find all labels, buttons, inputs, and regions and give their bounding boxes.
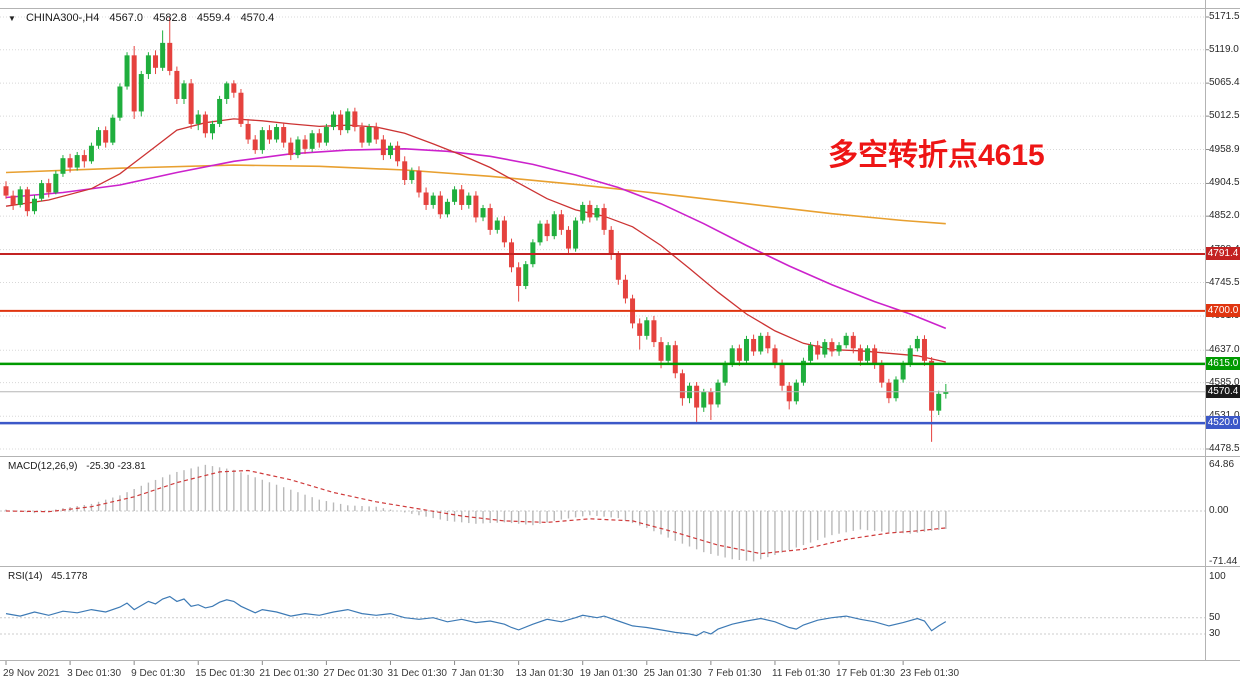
ohlc-open: 4567.0 [109, 12, 144, 24]
rsi-axis-label: 30 [1209, 628, 1221, 639]
time-axis-label: 21 Dec 01:30 [259, 668, 319, 679]
price-axis-label: 4531.0 [1209, 410, 1240, 421]
symbol-name: CHINA300-,H4 [25, 12, 100, 24]
price-axis-label: 4904.5 [1209, 177, 1240, 189]
ma-fast-line [5, 118, 946, 363]
macd-axis-label: 64.86 [1209, 458, 1235, 470]
ohlc-close: 4570.4 [240, 12, 275, 24]
time-axis-label: 9 Dec 01:30 [131, 668, 186, 679]
ma-fast-line-group [5, 118, 946, 363]
time-axis-label: 7 Jan 01:30 [451, 668, 504, 679]
price-level-badge: 4700.0 [1206, 303, 1240, 317]
symbol-dropdown-icon[interactable]: ▼ [8, 14, 16, 23]
price-axis-label: 4745.5 [1209, 276, 1240, 288]
price-axis-label: 4637.0 [1209, 344, 1240, 356]
price-level-badge: 4570.4 [1206, 384, 1240, 398]
macd-axis-label: 0.00 [1209, 505, 1229, 516]
price-axis-label: 5171.5 [1209, 11, 1240, 22]
ohlc-low: 4559.4 [196, 12, 231, 24]
time-axis-label: 3 Dec 01:30 [67, 668, 122, 679]
time-axis-label: 31 Dec 01:30 [387, 668, 447, 679]
price-axis-label: 4585.0 [1209, 376, 1240, 388]
macd-signal-line [5, 469, 946, 555]
rsi-header: RSI(14) 45.1778 [8, 571, 93, 582]
rsi-line [5, 595, 947, 637]
time-axis-label: 15 Dec 01:30 [195, 668, 255, 679]
price-axis-label: 4478.5 [1209, 443, 1240, 454]
macd-label: MACD(12,26,9) [8, 461, 78, 472]
time-axis-label: 13 Jan 01:30 [515, 668, 574, 679]
time-axis-label: 25 Jan 01:30 [643, 668, 702, 679]
price-gridlines [0, 16, 1205, 450]
price-axis-label: 4852.0 [1209, 210, 1240, 222]
macd-values: -25.30 -23.81 [86, 461, 146, 472]
price-level-badge: 4615.0 [1206, 356, 1240, 370]
ohlc-high: 4582.8 [153, 12, 187, 24]
macd-header: MACD(12,26,9) -25.30 -23.81 [8, 461, 152, 472]
axis-ticks [5, 16, 1209, 665]
panel-separator-rsi[interactable] [0, 566, 1240, 567]
horizontal-level-lines [0, 252, 1205, 425]
time-axis-label: 19 Jan 01:30 [579, 668, 638, 679]
time-axis-label: 23 Feb 01:30 [900, 668, 960, 679]
price-level-badge: 4520.0 [1206, 416, 1240, 430]
rsi-axis-label: 50 [1209, 611, 1221, 623]
price-axis-separator [1205, 0, 1206, 660]
rsi-value: 45.1778 [51, 571, 88, 582]
annotation-text: 多空转折点4615 [828, 139, 1045, 172]
symbol-info: ▼ CHINA300-,H4 4567.0 4582.8 4559.4 4570… [8, 12, 281, 24]
macd-panel [0, 464, 1205, 562]
price-axis-label: 5012.5 [1209, 110, 1240, 122]
candlestick-series [3, 17, 949, 442]
time-axis-label: 29 Nov 2021 [3, 668, 60, 679]
rsi-axis-label: 100 [1209, 571, 1226, 582]
panel-separator-timeaxis [0, 660, 1240, 661]
panel-separator-macd[interactable] [0, 456, 1240, 457]
price-axis-label: 5065.4 [1209, 77, 1240, 89]
price-level-badge: 4791.4 [1206, 246, 1240, 260]
time-axis-label: 27 Dec 01:30 [323, 668, 383, 679]
macd-axis-label: -71.44 [1209, 555, 1238, 567]
rsi-panel [0, 595, 1205, 637]
ma-mid-line-group [5, 147, 947, 330]
time-axis-label: 17 Feb 01:30 [836, 668, 895, 679]
price-axis-label: 4958.9 [1209, 143, 1240, 155]
ma-mid-line [5, 147, 947, 330]
price-axis-label: 5119.0 [1209, 43, 1239, 55]
rsi-label: RSI(14) [8, 571, 43, 582]
time-axis-label: 7 Feb 01:30 [707, 668, 762, 679]
panel-separator-top [0, 8, 1240, 9]
time-axis-label: 11 Feb 01:30 [771, 668, 831, 679]
